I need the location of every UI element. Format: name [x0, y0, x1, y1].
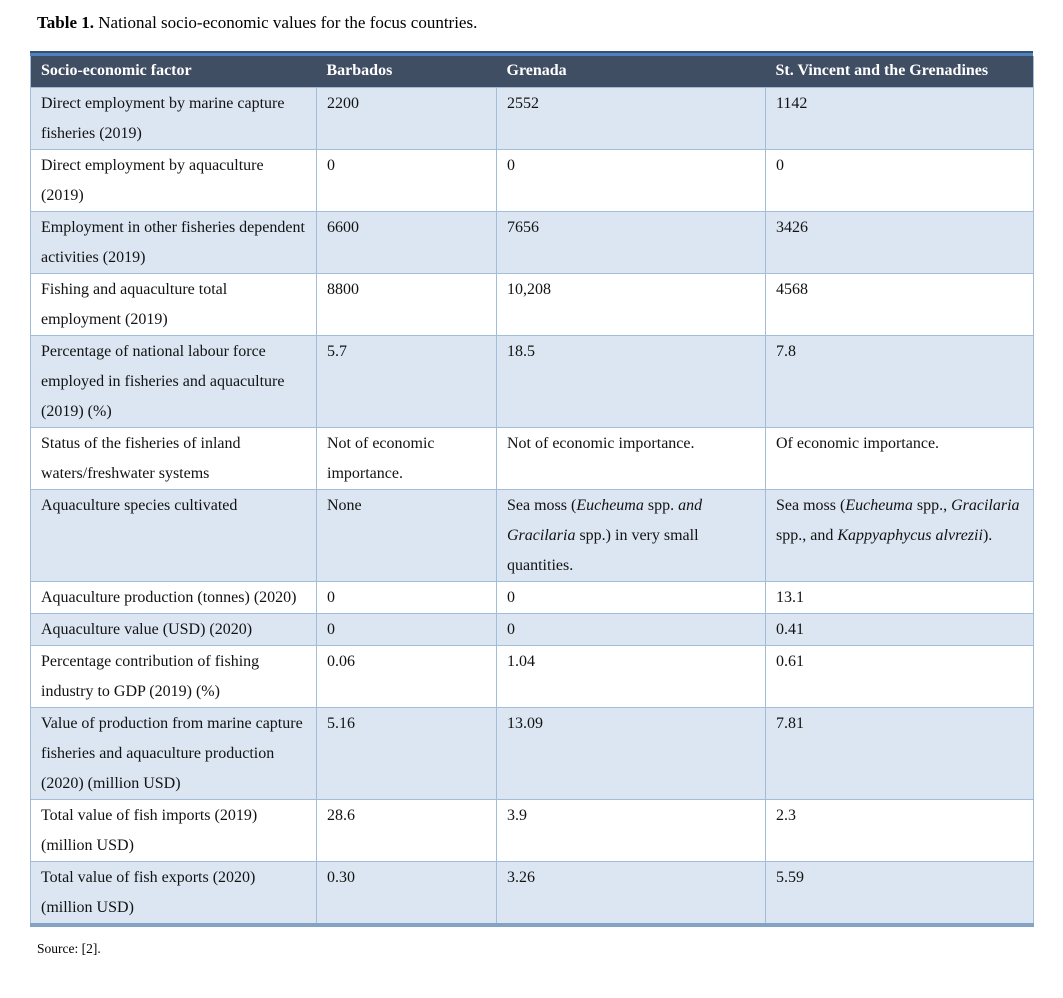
factor-cell: Status of the fisheries of inland waters…	[30, 426, 317, 490]
barbados-value-cell: 5.7	[316, 334, 497, 428]
cell-text: spp.) in very small quantities.	[507, 526, 699, 574]
grenada-value-cell: 2552	[496, 86, 766, 150]
st-vincent-value-cell: 7.81	[765, 706, 1034, 800]
cell-text: spp.,	[912, 496, 952, 514]
cell-text: ).	[982, 526, 993, 544]
cell-text: spp., and	[776, 526, 838, 544]
grenada-value-cell: 0	[496, 148, 766, 212]
barbados-value-cell: 0.06	[316, 644, 497, 708]
source-note-text: Source: [2].	[37, 940, 101, 956]
factor-cell: Direct employment by marine capture fish…	[30, 86, 317, 150]
factor-cell: Aquaculture species cultivated	[30, 488, 317, 582]
table-row: Percentage contribution of fishing indus…	[30, 644, 1034, 708]
st-vincent-value-cell: 0.61	[765, 644, 1034, 708]
st-vincent-value-cell: 1142	[765, 86, 1034, 150]
species-name-italic: Gracilaria	[951, 496, 1020, 514]
barbados-value-cell: 0.30	[316, 860, 497, 925]
table-row: Aquaculture production (tonnes) (2020) 0 0…	[30, 580, 1034, 614]
table-row: Aquaculture value (USD) (2020) 0 0 0.41	[30, 612, 1034, 646]
st-vincent-value-cell: 7.8	[765, 334, 1034, 428]
barbados-value-cell: 0	[316, 148, 497, 212]
st-vincent-value-cell: 0.41	[765, 612, 1034, 646]
table-row: Fishing and aquaculture total employment…	[30, 272, 1034, 336]
column-header-factor: Socio-economic factor	[30, 56, 317, 87]
species-name-italic: Eucheuma	[845, 496, 913, 514]
grenada-value-cell: 18.5	[496, 334, 766, 428]
barbados-value-cell: None	[316, 488, 497, 582]
factor-cell: Total value of fish imports (2019) (mill…	[30, 798, 317, 862]
species-name-italic: Gracilaria	[507, 526, 576, 544]
cell-text: Sea moss (	[776, 496, 846, 514]
grenada-value-cell: 10,208	[496, 272, 766, 336]
barbados-value-cell: 2200	[316, 86, 497, 150]
column-header-st-vincent: St. Vincent and the Grenadines	[765, 56, 1034, 87]
factor-cell: Percentage contribution of fishing indus…	[30, 644, 317, 708]
table-row: Total value of fish exports (2020) (mill…	[30, 860, 1034, 925]
st-vincent-value-cell: Of economic importance.	[765, 426, 1034, 490]
grenada-value-cell: Not of economic importance.	[496, 426, 766, 490]
cell-text: Sea moss (	[507, 496, 577, 514]
table-caption-label: Table 1.	[37, 13, 95, 32]
grenada-value-cell: 3.9	[496, 798, 766, 862]
table-top-stripe	[30, 51, 1033, 56]
column-header-barbados: Barbados	[316, 56, 497, 87]
barbados-value-cell: Not of economic importance.	[316, 426, 497, 490]
st-vincent-value-cell: 3426	[765, 210, 1034, 274]
st-vincent-value-cell: 5.59	[765, 860, 1034, 925]
factor-cell: Total value of fish exports (2020) (mill…	[30, 860, 317, 925]
grenada-value-cell: Sea moss (Eucheuma spp. and Gracilaria s…	[496, 488, 766, 582]
column-header-grenada: Grenada	[496, 56, 766, 87]
grenada-value-cell: 3.26	[496, 860, 766, 925]
table-body: Direct employment by marine capture fish…	[30, 86, 1034, 925]
species-name-italic: and	[678, 496, 703, 514]
table-row: Aquaculture species cultivated None Sea mo…	[30, 488, 1034, 582]
factor-cell: Percentage of national labour force empl…	[30, 334, 317, 428]
table-row: Direct employment by marine capture fish…	[30, 86, 1034, 150]
barbados-value-cell: 0	[316, 580, 497, 614]
factor-cell: Fishing and aquaculture total employment…	[30, 272, 317, 336]
table-row: Employment in other fisheries dependent …	[30, 210, 1034, 274]
barbados-value-cell: 0	[316, 612, 497, 646]
barbados-value-cell: 6600	[316, 210, 497, 274]
factor-cell: Aquaculture production (tonnes) (2020)	[30, 580, 317, 614]
species-name-italic: Kappyaphycus alvrezii	[837, 526, 983, 544]
barbados-value-cell: 28.6	[316, 798, 497, 862]
grenada-value-cell: 0	[496, 580, 766, 614]
barbados-value-cell: 5.16	[316, 706, 497, 800]
table-row: Percentage of national labour force empl…	[30, 334, 1034, 428]
table-row: Status of the fisheries of inland waters…	[30, 426, 1034, 490]
st-vincent-value-cell: Sea moss (Eucheuma spp., Gracilaria spp.…	[765, 488, 1034, 582]
barbados-value-cell: 8800	[316, 272, 497, 336]
table-header-row: Socio-economic factor Barbados Grenada S…	[30, 56, 1034, 87]
factor-cell: Value of production from marine capture …	[30, 706, 317, 800]
source-note: Source: [2].	[30, 941, 1033, 957]
grenada-value-cell: 13.09	[496, 706, 766, 800]
grenada-value-cell: 7656	[496, 210, 766, 274]
table-row: Direct employment by aquaculture (2019) 0…	[30, 148, 1034, 212]
table-1: Socio-economic factor Barbados Grenada S…	[30, 56, 1034, 927]
species-name-italic: Eucheuma	[576, 496, 644, 514]
st-vincent-value-cell: 0	[765, 148, 1034, 212]
table-row: Total value of fish imports (2019) (mill…	[30, 798, 1034, 862]
table-caption-text: National socio-economic values for the f…	[94, 13, 478, 32]
factor-cell: Employment in other fisheries dependent …	[30, 210, 317, 274]
factor-cell: Direct employment by aquaculture (2019)	[30, 148, 317, 212]
grenada-value-cell: 1.04	[496, 644, 766, 708]
st-vincent-value-cell: 4568	[765, 272, 1034, 336]
factor-cell: Aquaculture value (USD) (2020)	[30, 612, 317, 646]
table-caption: Table 1. National socio-economic values …	[30, 12, 1033, 34]
grenada-value-cell: 0	[496, 612, 766, 646]
socio-economic-table: Socio-economic factor Barbados Grenada S…	[30, 51, 1034, 927]
st-vincent-value-cell: 13.1	[765, 580, 1034, 614]
st-vincent-value-cell: 2.3	[765, 798, 1034, 862]
table-row: Value of production from marine capture …	[30, 706, 1034, 800]
cell-text: spp.	[643, 496, 679, 514]
